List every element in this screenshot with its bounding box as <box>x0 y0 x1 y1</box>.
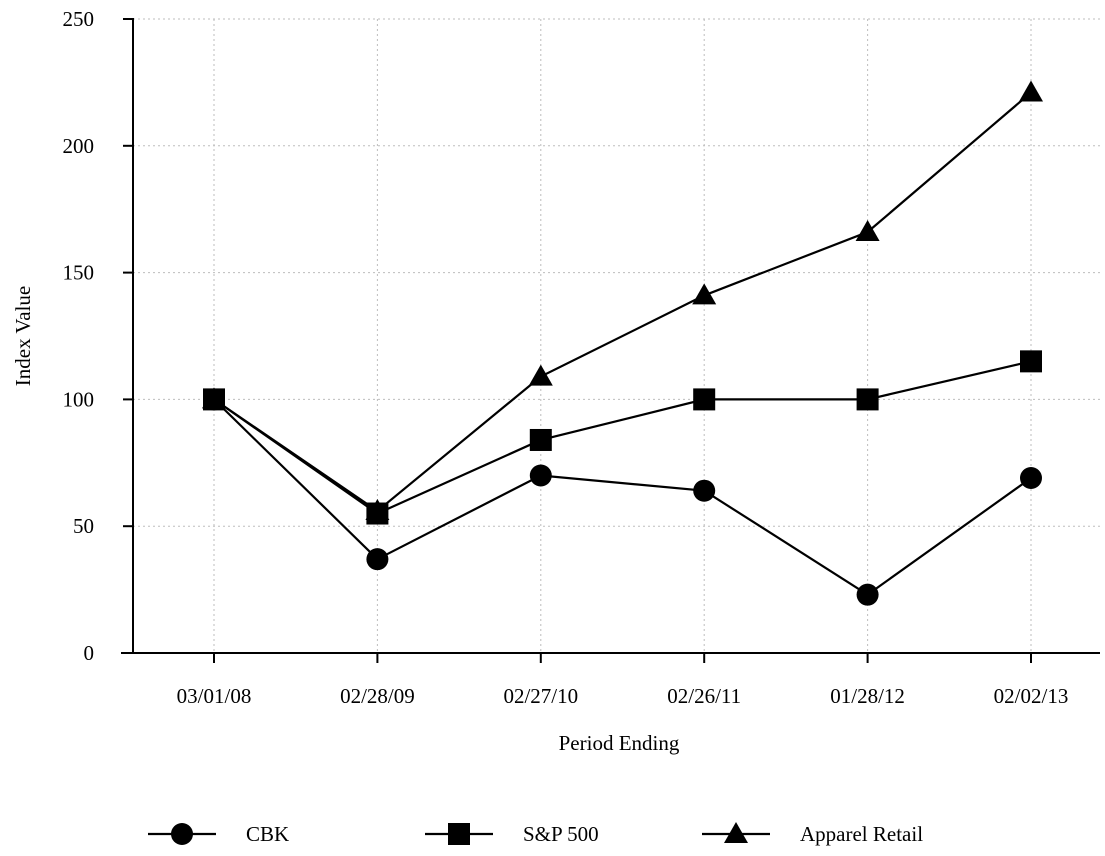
y-tick-label: 250 <box>63 7 95 31</box>
data-point-cbk <box>693 479 716 502</box>
legend-label: S&P 500 <box>523 822 599 846</box>
x-tick-label: 01/28/12 <box>830 684 905 708</box>
series-apparel-retail <box>202 80 1043 520</box>
data-point-s-p-500 <box>856 388 879 411</box>
series-s-p-500 <box>203 350 1042 525</box>
gridlines <box>133 18 1100 653</box>
y-axis-title: Index Value <box>11 286 35 387</box>
series-line-cbk <box>213 398 1032 596</box>
data-point-apparel-retail <box>692 283 717 305</box>
series-layer <box>202 80 1043 606</box>
series-line-s-p-500 <box>213 360 1032 515</box>
legend-item-apparel-retail: Apparel Retail <box>702 822 923 846</box>
series-cbk <box>203 388 1042 606</box>
data-point-apparel-retail <box>202 387 226 409</box>
x-axis-ticks: 03/01/08 02/28/09 02/27/10 02/26/11 01/28/12… <box>177 653 1069 708</box>
y-tick-label: 200 <box>63 134 95 158</box>
data-point-cbk <box>1020 467 1042 490</box>
x-axis-title: Period Ending <box>559 731 680 755</box>
legend-item-cbk: CBK <box>148 822 289 846</box>
data-point-cbk <box>366 548 389 571</box>
x-tick-label: 03/01/08 <box>177 684 252 708</box>
y-axis-ticks: 0 50 100 150 200 250 <box>63 7 133 665</box>
legend-marker-s-p-500 <box>448 823 470 845</box>
data-point-cbk <box>856 583 879 606</box>
x-tick-label: 02/02/13 <box>994 684 1069 708</box>
x-tick-label: 02/26/11 <box>667 684 741 708</box>
x-tick-label: 02/27/10 <box>503 684 578 708</box>
series-line-apparel-retail <box>213 91 1032 513</box>
legend-marker-cbk <box>171 823 193 845</box>
axes <box>121 18 1100 654</box>
data-point-s-p-500 <box>529 428 552 451</box>
data-point-s-p-500 <box>693 388 716 411</box>
data-point-apparel-retail <box>365 498 390 520</box>
legend-item-s-p-500: S&P 500 <box>425 822 599 846</box>
y-tick-label: 100 <box>63 387 95 411</box>
y-tick-label: 50 <box>73 514 94 538</box>
legend: CBK S&P 500 Apparel Retail <box>148 822 923 846</box>
data-point-apparel-retail <box>1019 80 1043 102</box>
legend-marker-apparel-retail <box>724 822 748 843</box>
data-point-apparel-retail <box>855 220 880 242</box>
data-point-s-p-500 <box>1020 350 1042 373</box>
y-tick-label: 0 <box>84 641 95 665</box>
data-point-cbk <box>529 464 552 487</box>
x-tick-label: 02/28/09 <box>340 684 415 708</box>
legend-label: Apparel Retail <box>800 822 923 846</box>
y-tick-label: 150 <box>63 261 95 285</box>
data-point-apparel-retail <box>528 364 553 386</box>
legend-label: CBK <box>246 822 289 846</box>
